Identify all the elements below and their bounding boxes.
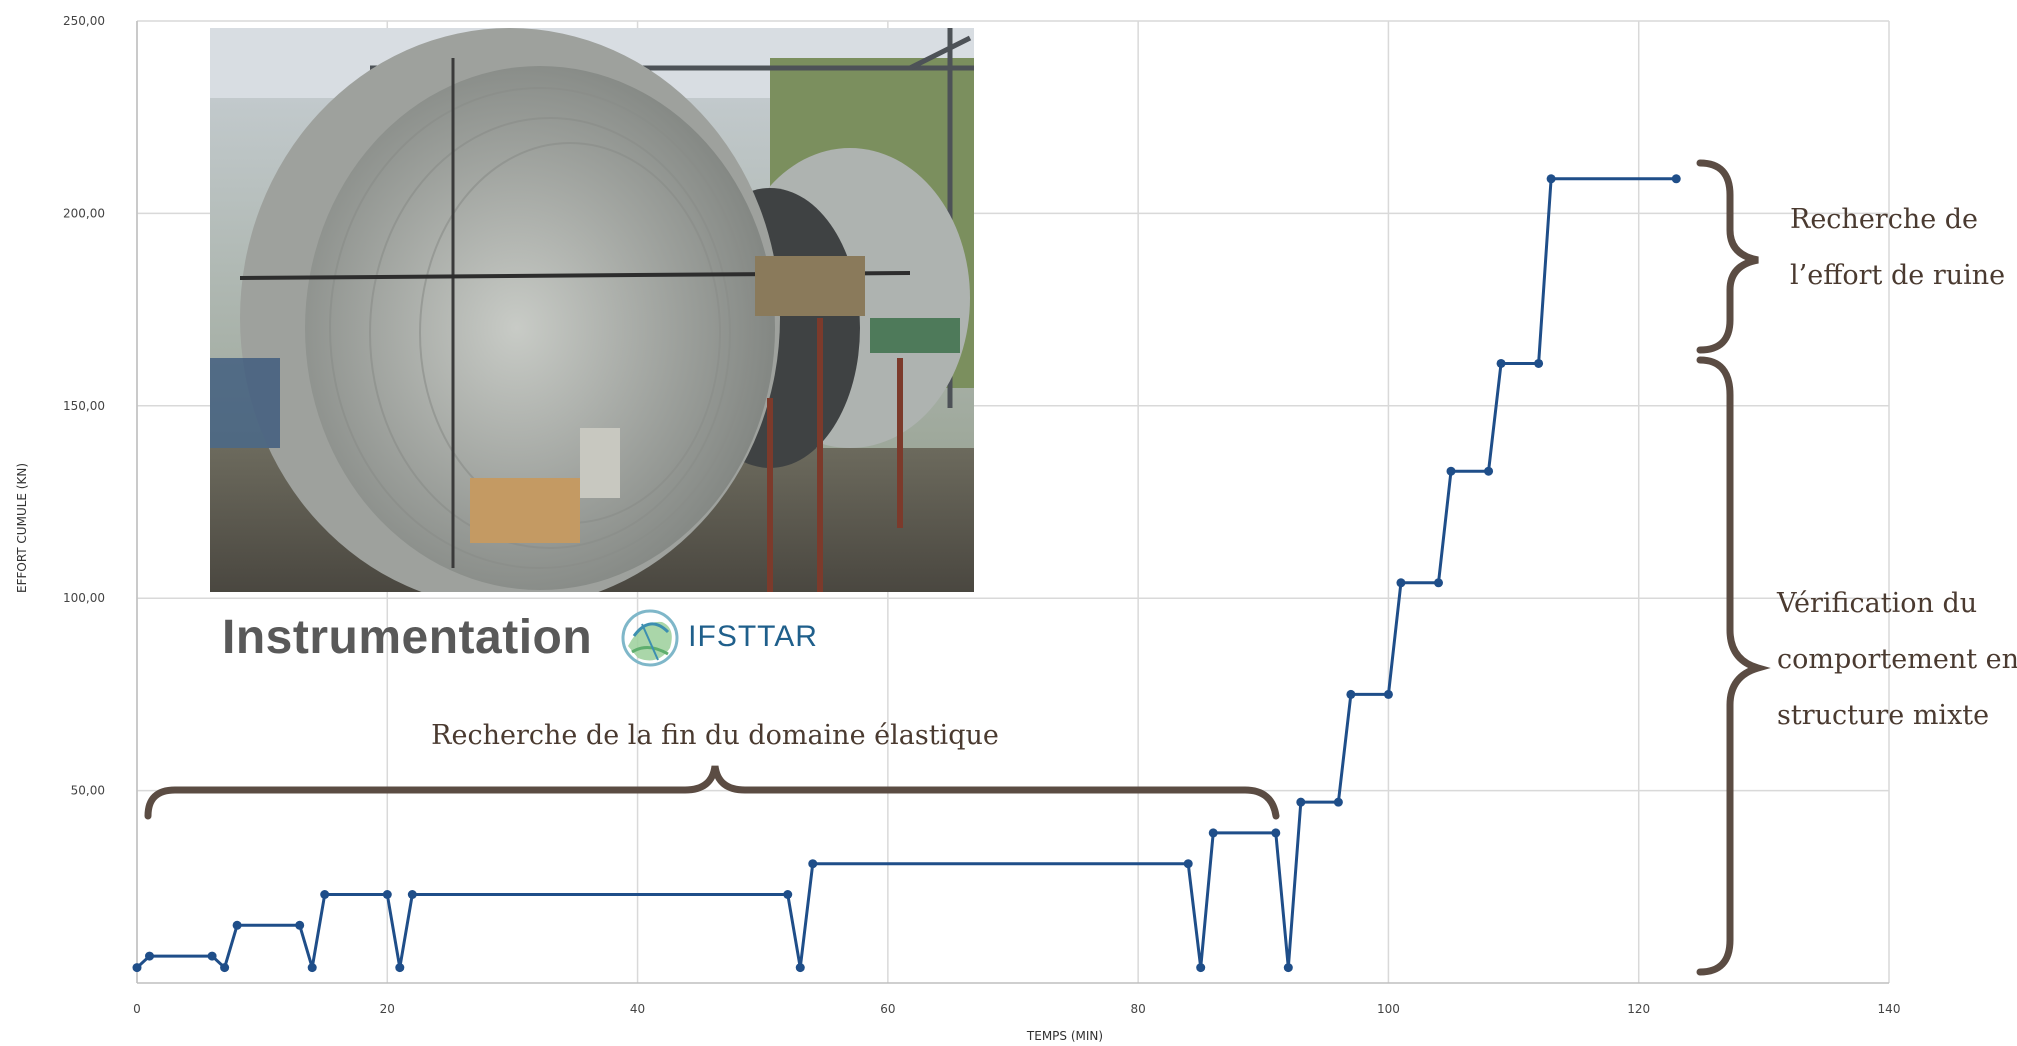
ifsttar-logo-icon (621, 609, 679, 667)
culvert-photo (210, 28, 974, 592)
brace-ruine (1696, 159, 1759, 354)
data-point (220, 963, 230, 973)
y-tick-label: 150,00 (63, 399, 105, 413)
data-point (407, 889, 417, 899)
x-tick-label: 20 (380, 1002, 395, 1016)
data-point (395, 963, 405, 973)
data-point (382, 889, 392, 899)
data-point (1283, 963, 1293, 973)
y-axis-title: EFFORT CUMULE (KN) (15, 463, 29, 593)
y-tick-label: 200,00 (63, 206, 105, 220)
data-point (1396, 578, 1406, 588)
y-tick-label: 50,00 (71, 784, 105, 798)
data-point (1484, 466, 1494, 476)
x-axis-title: TEMPS (MIN) (1026, 1029, 1103, 1043)
data-point (1208, 828, 1218, 838)
data-point (783, 889, 793, 899)
x-tick-label: 0 (133, 1002, 141, 1016)
data-point (132, 963, 142, 973)
brace-elastic (144, 765, 1280, 820)
data-point (1433, 578, 1443, 588)
data-point (1183, 859, 1193, 869)
data-point (232, 920, 242, 930)
instrumentation-label: Instrumentation IFSTTAR (222, 602, 818, 672)
ifsttar-logo-text: IFSTTAR (688, 620, 818, 653)
x-tick-label: 120 (1627, 1002, 1650, 1016)
annotation-mixte-line2: comportement en (1777, 644, 2017, 675)
series (132, 174, 1681, 973)
y-tick-label: 250,00 (63, 14, 105, 28)
data-point (808, 859, 818, 869)
x-tick-label: 40 (630, 1002, 645, 1016)
annotation-elastic: Recherche de la fin du domaine élastique (431, 720, 999, 751)
axes: 0 20 40 60 80 100 120 140 50,00 100,00 150,00 200,0… (63, 14, 1900, 1016)
x-tick-label: 100 (1377, 1002, 1400, 1016)
instrumentation-caption: Instrumentation (222, 610, 593, 664)
data-point (207, 951, 217, 961)
annotation-mixte-line1: Vérification du (1776, 588, 1977, 619)
data-point (295, 920, 305, 930)
data-point (1496, 358, 1506, 368)
data-point (1296, 797, 1306, 807)
brace-mixte (1696, 356, 1771, 976)
data-point (1346, 689, 1356, 699)
data-point (1546, 174, 1556, 184)
braces (144, 159, 1771, 976)
data-point (1671, 174, 1681, 184)
ifsttar-logo: IFSTTAR (618, 602, 818, 672)
annotation-ruine-line1: Recherche de (1790, 204, 1978, 235)
data-point (1534, 358, 1544, 368)
data-point (1196, 963, 1206, 973)
annotation-ruine-line2: l’effort de ruine (1790, 260, 2005, 291)
data-point (1333, 797, 1343, 807)
data-point (795, 963, 805, 973)
annotation-mixte-line3: structure mixte (1777, 700, 1989, 731)
data-point (320, 889, 330, 899)
x-tick-label: 80 (1131, 1002, 1146, 1016)
x-tick-label: 140 (1878, 1002, 1901, 1016)
data-point (307, 963, 317, 973)
data-point (1271, 828, 1281, 838)
y-tick-label: 100,00 (63, 591, 105, 605)
x-tick-label: 60 (880, 1002, 895, 1016)
data-point (1446, 466, 1456, 476)
data-point (1383, 689, 1393, 699)
data-point (145, 951, 155, 961)
